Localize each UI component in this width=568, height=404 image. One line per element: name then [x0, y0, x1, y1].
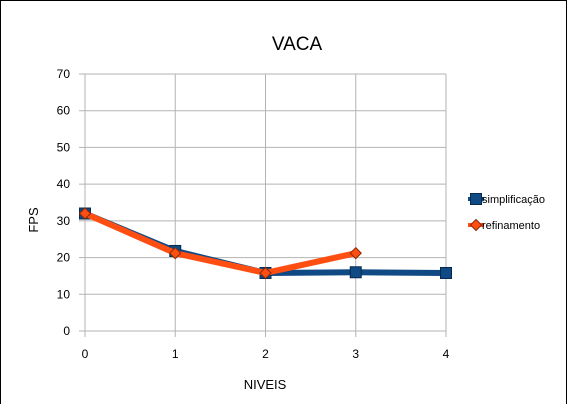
x-tick-label: 2	[262, 347, 269, 361]
y-tick-label: 10	[57, 287, 71, 301]
legend-label: refinamento	[482, 220, 540, 232]
y-axis-label: FPS	[26, 207, 41, 233]
chart-title: VACA	[272, 34, 323, 55]
data-point	[78, 207, 92, 220]
axes	[79, 73, 447, 337]
data-point	[259, 266, 272, 280]
x-tick-label: 0	[82, 347, 89, 361]
data-point	[440, 266, 452, 279]
legend-marker	[470, 193, 482, 205]
x-tick-label: 4	[443, 347, 450, 361]
y-tick-label: 40	[57, 177, 71, 191]
x-axis-label: NIVEIS	[244, 377, 287, 392]
data-point	[169, 246, 182, 260]
legend-label: simplificação	[482, 194, 545, 206]
y-tick-label: 70	[57, 67, 71, 81]
y-tick-label: 30	[57, 214, 71, 228]
series-layer	[78, 207, 452, 280]
x-tick-label: 3	[352, 347, 359, 361]
data-point	[349, 266, 362, 279]
y-tick-label: 20	[57, 251, 71, 265]
y-tick-label: 50	[57, 140, 71, 154]
tick-labels: 0 10 20 30 40 50 60 70 0 1 2 3 4	[57, 67, 450, 361]
x-tick-label: 1	[172, 347, 179, 361]
series-line	[82, 210, 359, 276]
legend-entry: simplificação	[468, 193, 545, 206]
data-point	[349, 246, 362, 260]
y-tick-label: 0	[63, 324, 70, 338]
grid-lines	[85, 73, 447, 331]
legend-entry: refinamento	[468, 218, 540, 232]
legend: simplificação refinamento	[468, 193, 545, 232]
y-tick-label: 60	[57, 104, 71, 118]
legend-marker	[469, 218, 483, 232]
series-refinamento	[78, 207, 362, 280]
